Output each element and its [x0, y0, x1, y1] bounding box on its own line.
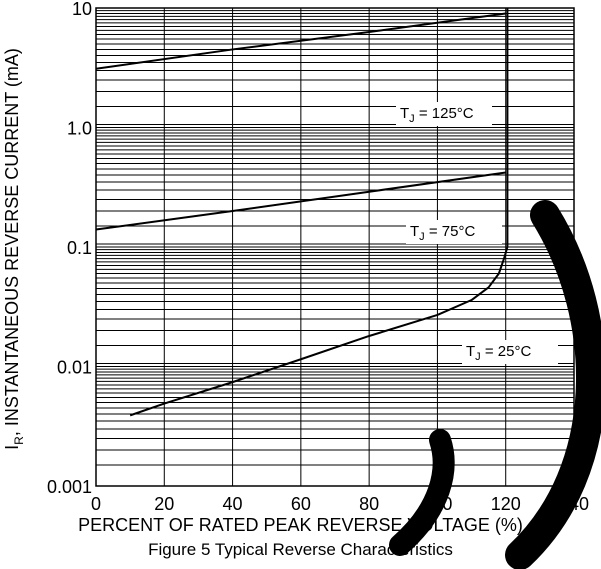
- x-axis-title: PERCENT OF RATED PEAK REVERSE VOLTAGE (%…: [78, 515, 523, 535]
- y-tick-label: 1.0: [67, 119, 92, 139]
- watermark-logo: [389, 200, 601, 569]
- series-line-2: [95, 171, 506, 231]
- x-tick-label: 40: [223, 494, 243, 514]
- grid: [95, 7, 575, 487]
- y-tick-label: 0.01: [57, 358, 92, 378]
- series-line-3: [129, 8, 509, 417]
- watermark-arc-large: [505, 200, 601, 569]
- series-label: TJ = 25°C: [466, 343, 531, 363]
- series-label-background: [462, 340, 558, 364]
- y-tick-label: 0.1: [67, 238, 92, 258]
- x-tick-label: 60: [291, 494, 311, 514]
- figure-caption: Figure 5 Typical Reverse Characteristics: [148, 540, 453, 559]
- y-axis-title: IR, INSTANTANEOUS REVERSE CURRENT (mA): [2, 48, 26, 450]
- x-tick-label: 20: [154, 494, 174, 514]
- x-tick-label: 120: [491, 494, 521, 514]
- y-tick-label: 10: [72, 0, 92, 19]
- series-label-background: [396, 102, 492, 126]
- series-line-1: [95, 12, 506, 70]
- watermark-arc-small: [389, 429, 455, 556]
- x-tick-label: 80: [359, 494, 379, 514]
- y-tick-label: 0.001: [47, 477, 92, 497]
- series-label: TJ = 75°C: [410, 223, 475, 243]
- series-lines: [95, 8, 509, 417]
- series-label-background: [406, 220, 502, 244]
- series-label: TJ = 125°C: [400, 105, 474, 125]
- x-tick-label: 0: [91, 494, 101, 514]
